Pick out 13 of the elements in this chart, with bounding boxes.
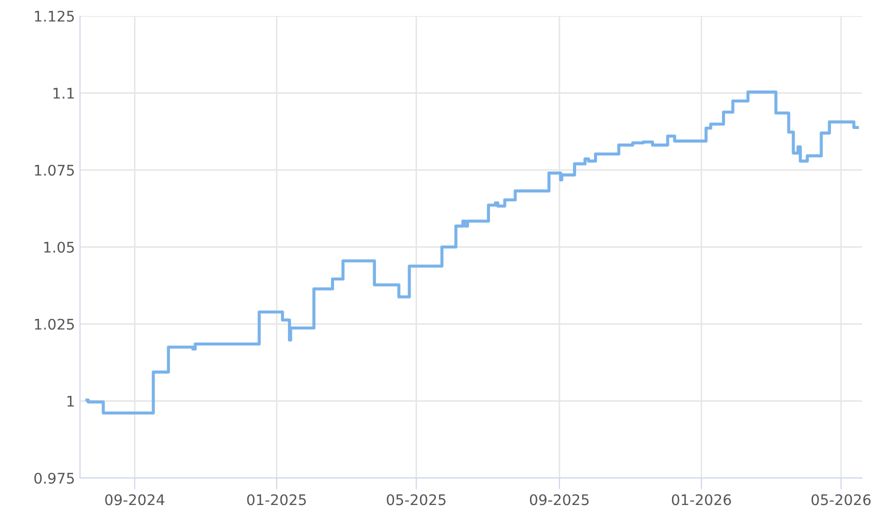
y-tick-label: 1.025 — [34, 318, 74, 330]
y-tick-label: 1.075 — [34, 164, 74, 176]
y-tick-label: 1 — [67, 396, 74, 407]
x-tick-label: 09-2025 — [530, 494, 589, 506]
x-tick-label: 05-2026 — [812, 494, 871, 506]
x-tick-label: 01-2025 — [247, 494, 306, 506]
x-tick-label: 01-2026 — [672, 494, 731, 506]
y-tick-label: 1.1 — [54, 88, 74, 99]
y-tick-label: 1.125 — [34, 10, 74, 22]
x-tick-label: 09-2024 — [105, 494, 164, 506]
y-tick-label: 1.05 — [44, 242, 74, 253]
x-tick-label: 05-2025 — [386, 494, 446, 506]
y-tick-label: 0.975 — [34, 472, 74, 484]
